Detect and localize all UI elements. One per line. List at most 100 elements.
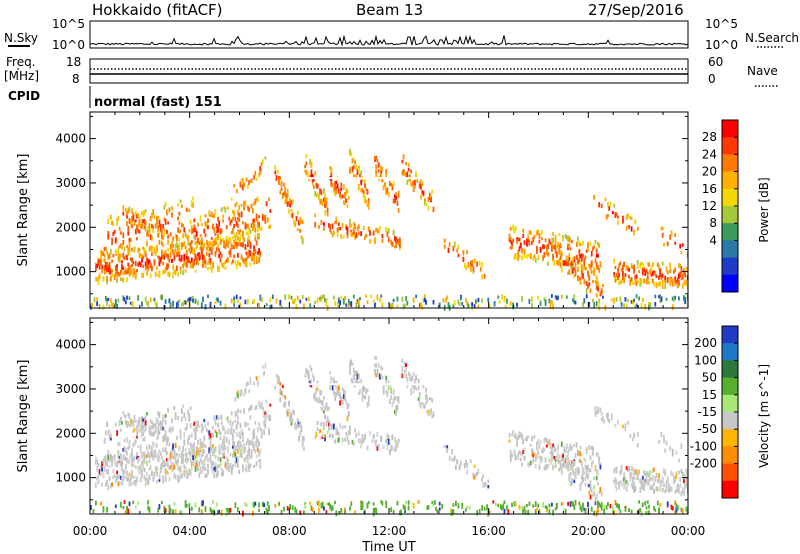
echo-cell bbox=[106, 262, 108, 268]
echo-cell bbox=[452, 246, 455, 252]
echo-cell bbox=[546, 506, 548, 510]
echo-cell bbox=[157, 273, 160, 277]
echo-cell bbox=[142, 272, 145, 278]
echo-cell bbox=[460, 295, 462, 301]
echo-cell bbox=[96, 301, 98, 306]
echo-cell bbox=[223, 206, 226, 210]
echo-cell bbox=[345, 432, 348, 436]
echo-cell bbox=[578, 250, 581, 257]
echo-cell bbox=[286, 411, 289, 417]
echo-cell bbox=[95, 460, 97, 465]
echo-cell bbox=[136, 476, 138, 483]
echo-cell bbox=[200, 222, 203, 227]
echo-cell bbox=[223, 436, 226, 442]
echo-cell bbox=[108, 465, 111, 469]
echo-cell bbox=[122, 469, 125, 475]
echo-cell bbox=[154, 453, 157, 459]
echo-cell bbox=[634, 305, 637, 309]
nsky-label: N.Sky bbox=[4, 31, 38, 45]
echo-cell bbox=[270, 304, 273, 309]
echo-cell bbox=[194, 253, 197, 259]
echo-cell bbox=[406, 377, 409, 382]
echo-cell bbox=[335, 391, 338, 397]
echo-cell bbox=[603, 509, 606, 514]
echo-cell bbox=[537, 254, 540, 260]
echo-cell bbox=[249, 405, 252, 411]
echo-cell bbox=[195, 446, 198, 450]
echo-cell bbox=[359, 173, 361, 180]
echo-cell bbox=[627, 298, 629, 303]
echo-cell bbox=[212, 215, 214, 219]
echo-cell bbox=[286, 506, 289, 511]
echo-cell bbox=[654, 508, 657, 512]
echo-cell bbox=[127, 508, 130, 515]
echo-cell bbox=[592, 460, 594, 465]
echo-cell bbox=[326, 417, 329, 423]
echo-cell bbox=[278, 376, 280, 382]
echo-cell bbox=[171, 447, 173, 453]
echo-cell bbox=[279, 190, 282, 195]
echo-cell bbox=[138, 252, 141, 259]
echo-cell bbox=[332, 295, 335, 300]
x-tick-label: 08:00 bbox=[272, 524, 307, 538]
echo-cell bbox=[121, 245, 123, 250]
echo-cell bbox=[663, 243, 665, 247]
nave-tick-top: 60 bbox=[708, 55, 723, 69]
echo-cell bbox=[250, 256, 253, 262]
echo-cell bbox=[573, 294, 576, 299]
echo-cell bbox=[625, 225, 628, 231]
echo-cell bbox=[185, 262, 188, 268]
echo-cell bbox=[597, 286, 599, 291]
echo-cell bbox=[357, 391, 360, 396]
echo-cell bbox=[122, 473, 125, 478]
echo-cell bbox=[553, 456, 556, 460]
echo-cell bbox=[126, 211, 128, 217]
echo-cell bbox=[227, 428, 229, 435]
echo-cell bbox=[675, 280, 678, 284]
echo-cell bbox=[143, 416, 146, 422]
echo-cell bbox=[355, 163, 358, 169]
echo-cell bbox=[97, 279, 100, 286]
echo-cell bbox=[684, 483, 687, 489]
echo-cell bbox=[146, 240, 148, 247]
echo-cell bbox=[151, 451, 153, 457]
echo-cell bbox=[394, 245, 396, 249]
echo-cell bbox=[264, 417, 267, 424]
echo-cell bbox=[105, 430, 107, 436]
echo-cell bbox=[182, 459, 184, 463]
echo-cell bbox=[365, 233, 368, 238]
echo-cell bbox=[320, 502, 323, 509]
echo-cell bbox=[109, 248, 112, 255]
echo-cell bbox=[103, 266, 106, 271]
echo-cell bbox=[597, 481, 599, 486]
echo-cell bbox=[451, 509, 454, 516]
echo-cell bbox=[299, 221, 302, 225]
echo-cell bbox=[483, 481, 486, 488]
echo-cell bbox=[451, 449, 454, 455]
echo-cell bbox=[364, 235, 366, 240]
echo-cell bbox=[685, 468, 688, 475]
echo-cell bbox=[291, 409, 294, 414]
echo-cell bbox=[521, 255, 523, 261]
echo-cell bbox=[113, 474, 116, 478]
echo-cell bbox=[184, 232, 187, 237]
echo-cell bbox=[455, 464, 457, 470]
echo-cell bbox=[567, 271, 569, 275]
echo-cell bbox=[385, 189, 388, 196]
echo-cell bbox=[123, 256, 126, 260]
echo-cell bbox=[324, 437, 326, 442]
echo-cell bbox=[210, 509, 213, 514]
echo-cell bbox=[149, 262, 152, 266]
echo-cell bbox=[177, 458, 179, 463]
echo-cell bbox=[219, 462, 222, 467]
echo-cell bbox=[558, 468, 561, 472]
echo-cell bbox=[229, 508, 232, 513]
echo-cell bbox=[319, 198, 321, 205]
echo-cell bbox=[406, 300, 409, 306]
echo-cell bbox=[351, 440, 354, 445]
colorbar-tick-label: 8 bbox=[709, 216, 717, 230]
echo-cell bbox=[124, 300, 127, 305]
colorbar-segment bbox=[722, 360, 738, 379]
echo-cell bbox=[111, 459, 113, 465]
echo-cell bbox=[511, 244, 513, 250]
